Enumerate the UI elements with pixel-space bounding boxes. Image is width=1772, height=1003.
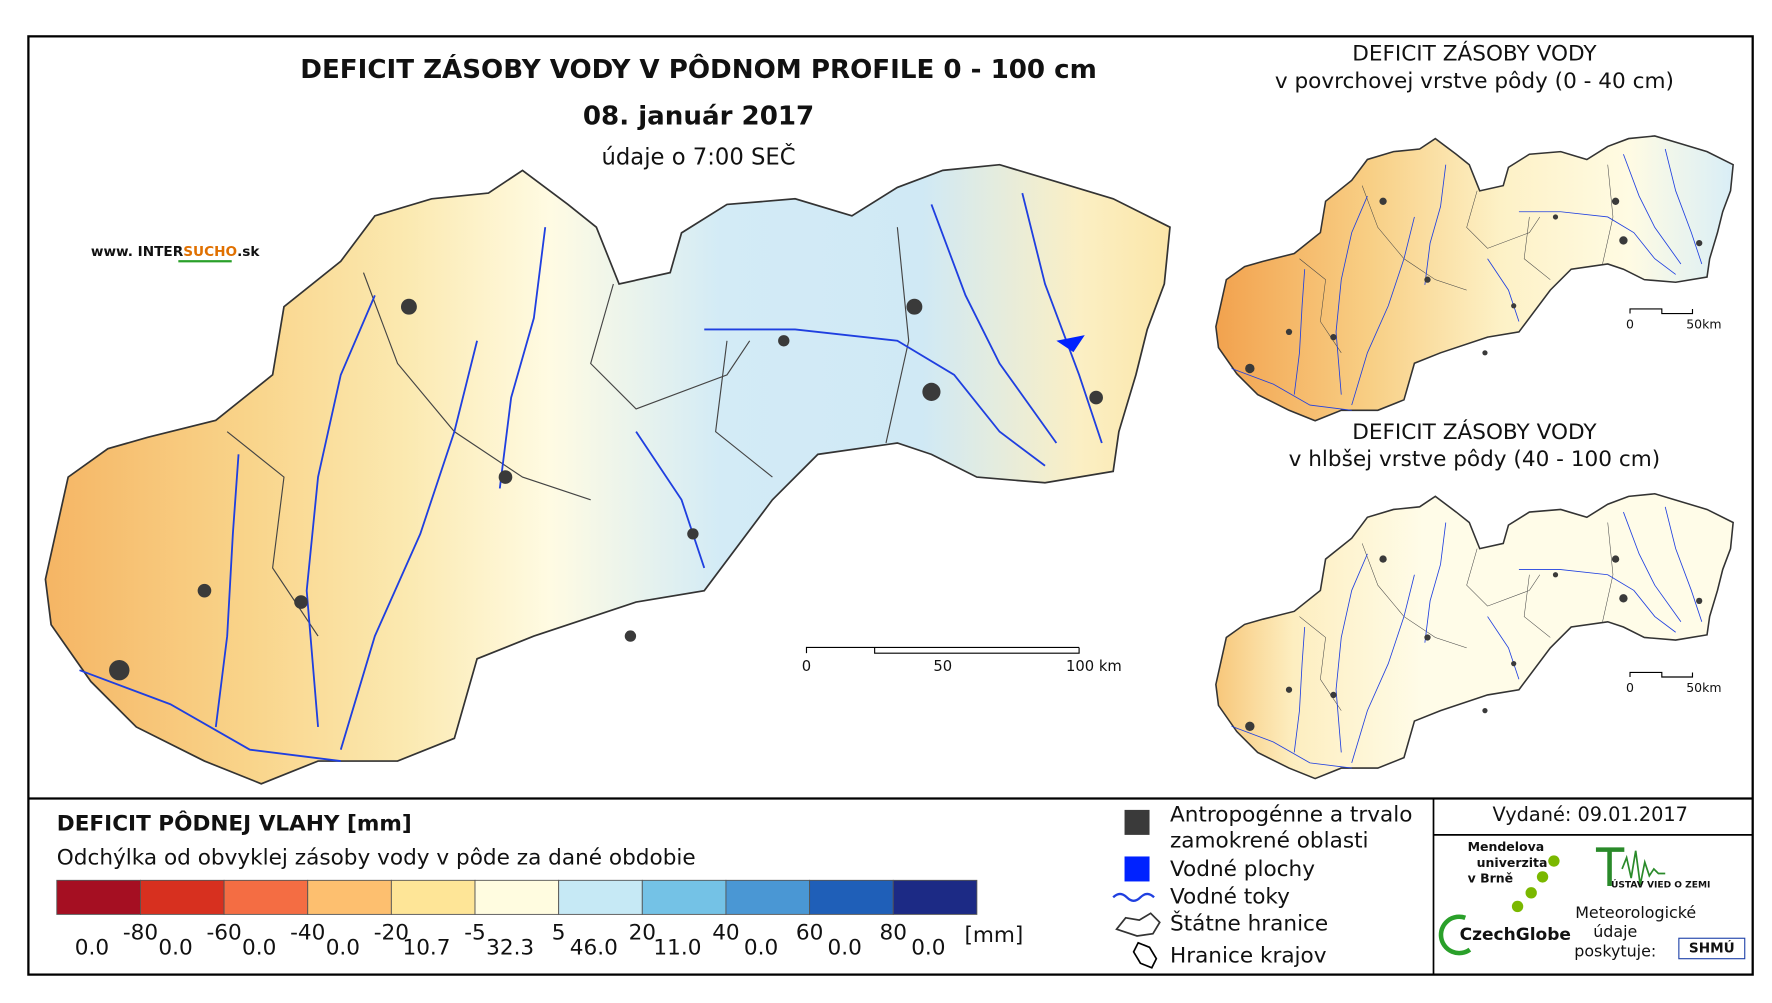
inset-scale-label: 50km [1686,680,1721,695]
class-break: 60 [796,921,823,946]
class-share: 32.3 [486,935,534,960]
logo-shmu [1678,937,1746,960]
color-class [809,879,894,915]
map-title: DEFICIT ZÁSOBY VODY V PÔDNOM PROFILE 0 -… [300,53,1097,85]
legend-item: Antropogénne a trvalo [1170,803,1412,828]
legend-item: Vodné toky [1170,884,1290,909]
scale-label: 50 [933,658,952,675]
class-share: 46.0 [570,935,618,960]
inset-scale-bar [1629,671,1694,678]
provider-text: Meteorologické [1575,903,1696,922]
provider-text: poskytuje: [1574,941,1656,960]
class-share: 11.0 [653,935,701,960]
class-break: 5 [552,921,566,946]
inset-subtitle: v hlbšej vrstve pôdy (40 - 100 cm) [1289,447,1661,472]
class-share: 0.0 [242,935,276,960]
color-class [892,879,978,915]
legend-unit: [mm] [964,923,1023,948]
color-class [474,879,560,915]
class-break: 20 [629,921,656,946]
map-time: údaje o 7:00 SEČ [602,142,796,170]
inset-scale-bar [1629,308,1694,315]
meteo-provider: Meteorologické údaje poskytuje: [1574,903,1696,961]
class-break: 40 [712,921,739,946]
legend-symbol [1112,892,1155,902]
logo-text: Mendelova [1468,839,1545,854]
logo-czechglobe [1438,914,1472,956]
inset-scale-label: 0 [1626,680,1634,695]
logo-text: ÚSTAV VIED O ZEMI [1611,878,1710,890]
legend-item: Štátne hranice [1170,911,1328,937]
legend-symbol [1124,809,1150,835]
class-share: 0.0 [75,935,109,960]
issued-date: Vydané: 09.01.2017 [1493,803,1688,826]
inset-scale-label: 50km [1686,316,1721,331]
logo-text: univerzita [1477,855,1548,870]
class-break: 80 [879,921,906,946]
main-map [44,163,1171,785]
logo-text: v Brně [1468,871,1514,886]
color-class [558,879,643,915]
legend-title: DEFICIT PÔDNEJ VLAHY [mm] [57,811,412,837]
color-class [725,879,811,915]
logo-czechglobe-text: CzechGlobe [1460,925,1571,945]
color-class [139,879,225,915]
legend-symbol [1115,912,1161,937]
map-date: 08. január 2017 [583,101,814,131]
inset-title: DEFICIT ZÁSOBY VODY [1352,41,1597,67]
logo-shmu-text: SHMÚ [1689,938,1735,956]
logo-uvz: ÚSTAV VIED O ZEMI [1595,847,1710,890]
legend-symbol [1124,856,1150,882]
class-share: 0.0 [911,935,945,960]
color-class [307,879,392,915]
legend-symbol [1132,941,1158,969]
legend-subtitle: Odchýlka od obvyklej zásoby vody v pôde … [57,846,696,871]
color-scale: -80 -60 -40 -20 -5 5 20 40 60 800.0 0.0 0.0 0.0 10.7 3… [56,879,978,960]
website: www. INTERSUCHO.sk [91,244,261,260]
inset-scale-label: 0 [1626,316,1634,331]
class-share: 0.0 [828,935,862,960]
scale-label: 0 [802,658,811,675]
class-break: -5 [464,921,486,946]
class-break: -60 [206,921,241,946]
provider-text: údaje [1593,922,1637,941]
logo-mendel: Mendelova univerzita v Brně [1468,839,1560,913]
legend-item: zamokrené oblasti [1170,829,1369,854]
class-break: -20 [374,921,409,946]
class-share: 0.0 [326,935,360,960]
scale-label: 100 km [1066,658,1122,675]
class-share: 0.0 [158,935,192,960]
color-class [223,879,309,915]
legend-item: Hranice krajov [1170,943,1327,968]
inset-subtitle: v povrchovej vrstve pôdy (0 - 40 cm) [1275,69,1674,94]
class-share: 0.0 [744,935,778,960]
class-share: 10.7 [402,935,450,960]
color-class [390,879,476,915]
inset-title: DEFICIT ZÁSOBY VODY [1352,419,1597,445]
color-class [641,879,727,915]
scale-bar [805,646,1080,654]
class-break: -80 [123,921,158,946]
class-break: -40 [290,921,325,946]
legend-item: Vodné plochy [1170,857,1315,882]
color-class [56,879,141,915]
